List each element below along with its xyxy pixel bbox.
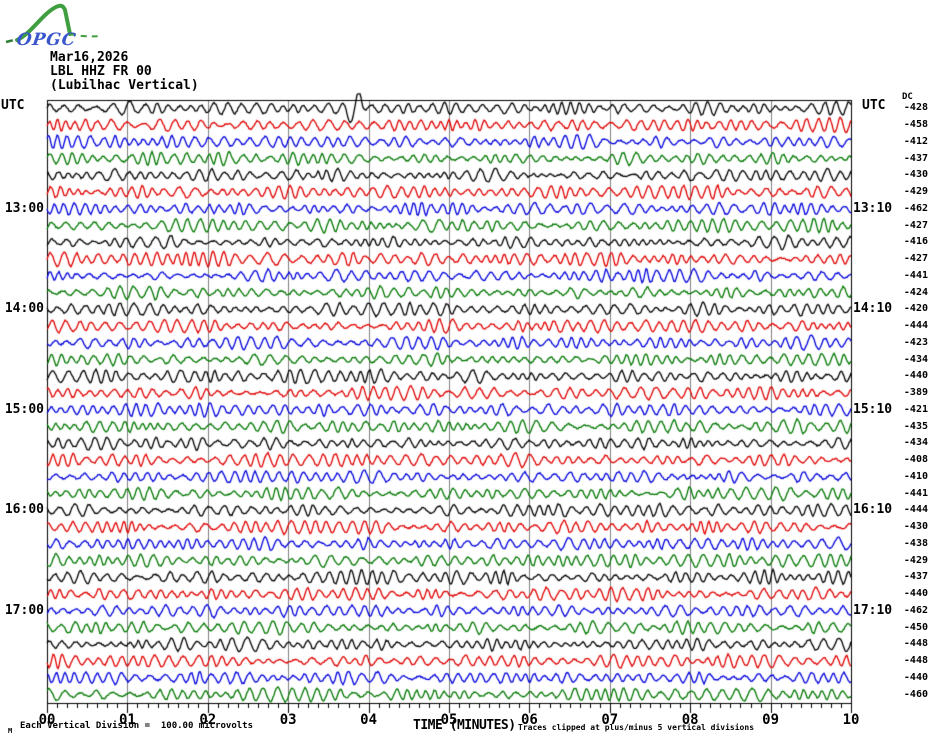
logo-left-dash xyxy=(5,37,19,44)
dc-value: -441 xyxy=(903,487,928,499)
dc-value: -412 xyxy=(903,135,928,147)
dc-value: -440 xyxy=(903,671,928,683)
clip-note: Traces clipped at plus/minus 5 vertical … xyxy=(518,723,755,732)
dc-value: -448 xyxy=(903,655,928,667)
dc-value: -423 xyxy=(903,336,928,348)
scale-note: Each Vertical Division = 100.00 microvol… xyxy=(20,721,253,731)
opgc-logo: OPGC xyxy=(5,3,103,50)
logo-right-dash xyxy=(69,33,103,38)
hour-label-left: 16:00 xyxy=(4,502,44,518)
x-tick-label: 05 xyxy=(440,712,458,728)
dc-value: -430 xyxy=(903,169,928,181)
utc-label-left: UTC xyxy=(1,98,25,113)
header-station-code: LBL HHZ FR 00 xyxy=(50,64,152,79)
dc-value: -416 xyxy=(903,236,928,248)
dc-value: -441 xyxy=(903,269,928,281)
hour-label-left: 15:00 xyxy=(4,401,44,417)
header-date: Mar16,2026 xyxy=(50,50,129,65)
dc-value: -428 xyxy=(903,102,928,114)
hour-label-left: 13:00 xyxy=(4,200,44,216)
hour-label-left: 17:00 xyxy=(4,602,44,618)
dc-value: -410 xyxy=(903,470,928,482)
x-tick-label: 06 xyxy=(520,712,538,728)
dc-value: -408 xyxy=(903,454,928,466)
dc-value: -420 xyxy=(903,303,928,315)
utc-label-right: UTC xyxy=(862,98,886,113)
x-tick-label: 02 xyxy=(199,712,217,728)
dc-column-header: DC xyxy=(902,92,913,102)
logo-mountain-curve xyxy=(15,3,72,42)
hour-label-left: 14:00 xyxy=(4,301,44,317)
logo-text: OPGC xyxy=(15,30,77,50)
dc-value: -429 xyxy=(903,186,928,198)
dc-value: -458 xyxy=(903,119,928,131)
dc-value: -435 xyxy=(903,420,928,432)
dc-value: -430 xyxy=(903,521,928,533)
hour-label-right: 14:10 xyxy=(853,301,893,317)
dc-value: -462 xyxy=(903,604,928,616)
dc-value: -438 xyxy=(903,537,928,549)
x-tick-label: 04 xyxy=(360,712,378,728)
header-station-name: (Lubilhac Vertical) xyxy=(50,78,199,93)
x-tick-label: 07 xyxy=(601,712,619,728)
x-tick-label: 00 xyxy=(38,712,56,728)
x-axis-title: TIME (MINUTES) xyxy=(413,718,516,733)
hour-label-right: 15:10 xyxy=(853,401,893,417)
dc-value: -440 xyxy=(903,370,928,382)
dc-value: -429 xyxy=(903,554,928,566)
hour-label-right: 17:10 xyxy=(853,602,893,618)
hour-label-right: 13:10 xyxy=(853,200,893,216)
dc-value: -421 xyxy=(903,403,928,415)
dc-value: -450 xyxy=(903,621,928,633)
x-tick-label: 01 xyxy=(118,712,136,728)
dc-value: -437 xyxy=(903,571,928,583)
dc-value: -444 xyxy=(903,320,928,332)
dc-value: -427 xyxy=(903,253,928,265)
x-tick-label: 10 xyxy=(842,712,860,728)
dc-value: -462 xyxy=(903,202,928,214)
corner-mark: M xyxy=(8,727,13,735)
dc-value: -460 xyxy=(903,688,928,700)
dc-value: -424 xyxy=(903,286,928,298)
dc-value: -434 xyxy=(903,353,928,365)
dc-value: -444 xyxy=(903,504,928,516)
dc-value: -389 xyxy=(903,387,928,399)
hour-label-right: 16:10 xyxy=(853,502,893,518)
dc-value: -434 xyxy=(903,437,928,449)
dc-value: -437 xyxy=(903,152,928,164)
dc-value: -427 xyxy=(903,219,928,231)
x-tick-label: 03 xyxy=(279,712,297,728)
x-tick-label: 08 xyxy=(681,712,699,728)
x-tick-label: 09 xyxy=(762,712,780,728)
dc-value: -440 xyxy=(903,588,928,600)
dc-value: -448 xyxy=(903,638,928,650)
